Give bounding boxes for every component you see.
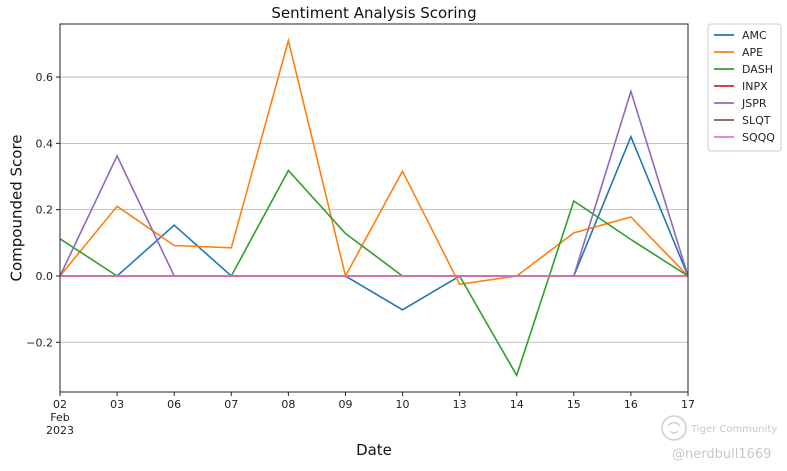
legend-label: SQQQ: [742, 131, 775, 144]
y-tick-label: 0.6: [36, 71, 54, 84]
y-tick-label: 0.4: [36, 137, 54, 150]
x-tick-label: 16: [624, 398, 638, 411]
y-tick-label: 0.0: [36, 270, 54, 283]
legend-label: SLQT: [742, 114, 771, 127]
y-tick-label: −0.2: [26, 336, 53, 349]
x-tick-label: 09: [338, 398, 352, 411]
x-tick-sublabel: Feb: [50, 411, 69, 424]
x-tick-label: 03: [110, 398, 124, 411]
chart-title: Sentiment Analysis Scoring: [271, 4, 476, 22]
x-tick-label: 13: [453, 398, 467, 411]
legend-label: AMC: [742, 29, 767, 42]
series-line-dash: [59, 169, 689, 378]
tiger-logo-icon: [661, 415, 687, 441]
watermark: Tiger Community @nerdbull1669: [661, 415, 777, 462]
x-tick-label: 10: [396, 398, 410, 411]
legend: AMC APE DASH INPX JSPR SLQT SQQQ: [707, 23, 782, 152]
x-tick-label: 15: [567, 398, 581, 411]
watermark-brand: Tiger Community: [690, 424, 777, 435]
x-axis-title: Date: [356, 441, 392, 459]
plot-frame: [59, 23, 689, 393]
y-tick-label: 0.2: [36, 204, 54, 217]
legend-label: JSPR: [741, 97, 767, 110]
series-line-amc: [60, 134, 689, 311]
x-tick-label: 08: [281, 398, 295, 411]
series-lines: [59, 37, 689, 378]
x-tick-label: 07: [224, 398, 238, 411]
x-tick-sublabel: 2023: [46, 424, 74, 437]
x-tick-label: 17: [681, 398, 695, 411]
series-line-ape: [59, 37, 689, 286]
x-tick-label: 14: [510, 398, 524, 411]
legend-label: DASH: [742, 63, 773, 76]
x-tick-label: 06: [167, 398, 181, 411]
series-line-jspr: [59, 88, 689, 277]
legend-label: INPX: [742, 80, 768, 93]
y-axis-title: Compounded Score: [7, 134, 25, 281]
legend-label: APE: [742, 46, 763, 59]
watermark-user: @nerdbull1669: [672, 447, 771, 462]
y-axis-ticks: −0.2 0.0 0.2 0.4 0.6: [26, 71, 60, 349]
x-tick-label: 02: [53, 398, 67, 411]
